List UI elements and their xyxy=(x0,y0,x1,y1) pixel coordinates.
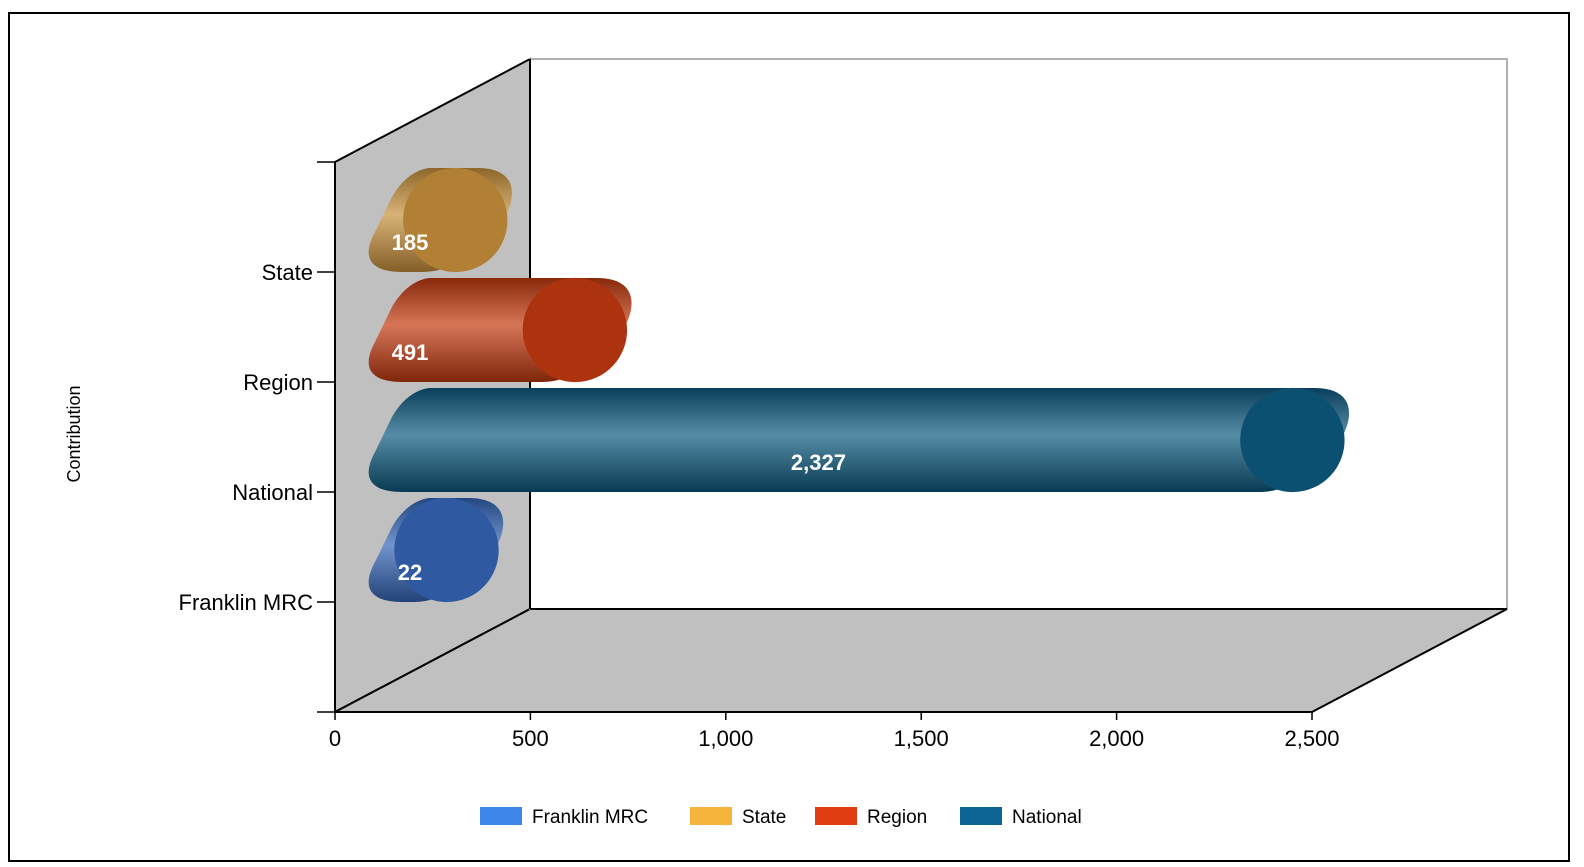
data-label: 22 xyxy=(398,560,422,585)
x-tick-label: 2,500 xyxy=(1284,726,1339,751)
side-wall xyxy=(334,57,531,714)
data-label: 185 xyxy=(392,230,429,255)
y-tick-label: State xyxy=(262,260,313,285)
x-tick-label: 0 xyxy=(329,726,341,751)
back-wall xyxy=(529,58,1508,610)
y-tick-label: Region xyxy=(243,370,313,395)
legend-label: Region xyxy=(867,807,927,828)
legend-label: National xyxy=(1012,807,1082,828)
y-axis-label: Contribution xyxy=(64,385,84,482)
legend-item: State xyxy=(690,807,786,828)
y-tick-label: National xyxy=(232,480,313,505)
legend-label: State xyxy=(742,807,786,828)
bar-region: 491 xyxy=(368,277,632,383)
legend-swatch xyxy=(815,807,857,825)
floor xyxy=(334,608,1508,713)
x-tick-label: 500 xyxy=(512,726,549,751)
legend-swatch xyxy=(480,807,522,825)
bar-cap xyxy=(1240,387,1345,493)
bar-cap xyxy=(522,277,628,383)
x-tick-label: 2,000 xyxy=(1089,726,1144,751)
data-label: 2,327 xyxy=(791,450,846,475)
legend-swatch xyxy=(690,807,732,825)
legend-swatch xyxy=(960,807,1002,825)
bar-cap xyxy=(403,167,508,273)
bar-franklin-mrc: 22 xyxy=(368,497,504,603)
data-label: 491 xyxy=(392,340,429,365)
bar-cap xyxy=(394,497,499,603)
legend-item: Region xyxy=(815,807,927,828)
bar-body xyxy=(368,388,1350,492)
legend-item: National xyxy=(960,807,1082,828)
x-tick-label: 1,000 xyxy=(698,726,753,751)
x-tick-label: 1,500 xyxy=(894,726,949,751)
legend-label: Franklin MRC xyxy=(532,807,648,828)
legend-item: Franklin MRC xyxy=(480,807,648,828)
y-tick-label: Franklin MRC xyxy=(179,590,314,615)
bar-national: 2,327 xyxy=(368,387,1350,493)
bar-state: 185 xyxy=(368,167,512,273)
